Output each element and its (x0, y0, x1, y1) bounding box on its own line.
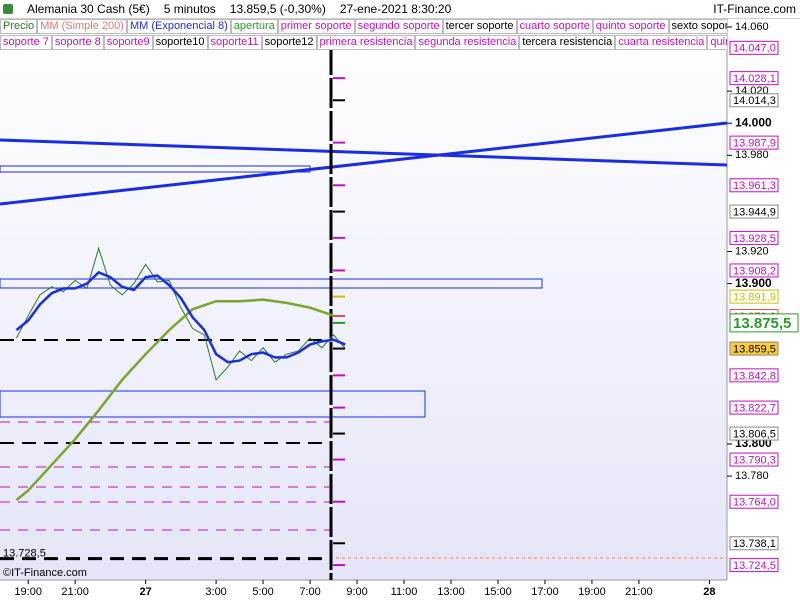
x-tick-label: 7:00 (299, 586, 320, 598)
x-tick-label: 21:00 (61, 586, 89, 598)
y-tick-label: 13.920 (735, 245, 769, 257)
legend-entry[interactable]: sexto soporte (668, 19, 727, 34)
series-line (15, 246, 346, 381)
level-label: 13.822,7 (733, 402, 776, 414)
level-label: 13.738,1 (733, 538, 776, 550)
level-label: 13.806,5 (733, 428, 776, 440)
series-line (15, 298, 334, 502)
series-line (15, 270, 346, 364)
level-label: 13.764,0 (733, 497, 776, 509)
x-tick-label: 15:00 (484, 586, 512, 598)
level-box (729, 368, 779, 383)
level-box (729, 263, 779, 278)
level-label: 13.859,5 (733, 343, 776, 355)
level-box (729, 426, 779, 441)
legend-entry[interactable]: MM (Exponencial 8) (126, 19, 231, 34)
legend-entry[interactable]: tercer soporte (442, 19, 517, 34)
level-box (729, 178, 779, 193)
level-label: 13.790,3 (733, 454, 776, 466)
level-box (729, 230, 779, 245)
trend-line (0, 138, 728, 167)
level-box (729, 71, 779, 86)
legend-entry[interactable]: quinto soporte (592, 19, 669, 34)
y-tick-label: 13.900 (735, 276, 772, 290)
instrument: Alemania 30 Cash (5€) (27, 2, 150, 16)
level-box (729, 313, 799, 333)
x-tick-label: 19:00 (14, 586, 42, 598)
level-label: 13.908,2 (733, 265, 776, 277)
legend-entry[interactable]: Precio (0, 19, 38, 34)
legend-entry[interactable]: cuarto soporte (516, 19, 593, 34)
level-label: 13.891,9 (733, 292, 776, 304)
x-tick-label: 17:00 (531, 586, 559, 598)
legend-row: soporte 7 soporte 8 soporte9 soporte10 sopor… (0, 35, 727, 50)
x-tick-label: 27 (140, 586, 152, 598)
level-box (729, 558, 779, 573)
legend-entry[interactable]: apertura (230, 19, 278, 34)
legend-entry[interactable]: tercera resistencia (519, 35, 616, 50)
level-box (729, 40, 779, 55)
header: Alemania 30 Cash (5€) 5 minutos 13.859,5 (… (0, 0, 800, 19)
x-tick-label: 21:00 (625, 586, 653, 598)
level-label: 13.944,9 (733, 206, 776, 218)
legend-entry[interactable]: soporte 8 (51, 35, 104, 50)
y-tick-label: 13.780 (735, 470, 769, 482)
level-label: 13.724,5 (733, 560, 776, 572)
plot-area (0, 18, 727, 580)
level-box (729, 204, 779, 219)
level-label: 13.928,5 (733, 233, 776, 245)
legend-entry[interactable]: soporte9 (103, 35, 153, 50)
level-box (729, 400, 779, 415)
legend-entry[interactable]: soporte11 (207, 35, 262, 50)
legend-row: Precio MM (Simple 200) MM (Exponencial 8) a… (0, 19, 727, 34)
level-box (729, 452, 779, 467)
level-label: 13.842,8 (733, 370, 776, 382)
level-label: 14.028,1 (733, 73, 776, 85)
zone-box (0, 390, 426, 418)
level-box (729, 135, 779, 150)
level-box (729, 289, 779, 304)
x-tick-label: 5:00 (252, 586, 273, 598)
level-label: 13.961,3 (733, 180, 776, 192)
legend-entry[interactable]: primer soporte (277, 19, 355, 34)
source: IT-Finance.com (713, 2, 796, 16)
level-label: 13.987,9 (733, 138, 776, 150)
copyright: ©IT-Finance.com (3, 567, 87, 579)
level-box (729, 341, 779, 356)
legend-entry[interactable]: segunda resistencia (415, 35, 520, 50)
x-tick-label: 28 (703, 586, 715, 598)
last-price: 13.859,5 (-0,30%) (229, 2, 326, 16)
y-tick-label: 13.980 (735, 149, 769, 161)
legend-entry[interactable]: MM (Simple 200) (37, 19, 127, 34)
interval: 5 minutos (163, 2, 216, 16)
x-tick-label: 19:00 (578, 586, 606, 598)
legend-entry[interactable]: soporte12 (261, 35, 317, 50)
legend-entry[interactable]: quinta resistencia (707, 35, 727, 50)
level-label: 13.875,5 (733, 315, 791, 332)
level-label: 14.047,0 (733, 43, 776, 55)
legend-entry[interactable]: primera resistencia (316, 35, 416, 50)
level-box (729, 494, 779, 509)
app-icon (3, 4, 13, 14)
timestamp: 27-ene-2021 8:30:20 (339, 2, 452, 16)
level-box (729, 536, 779, 551)
legend-entry[interactable]: soporte 7 (0, 35, 52, 50)
trend-line (0, 121, 728, 206)
x-tick-label: 13:00 (437, 586, 465, 598)
level-box (729, 93, 779, 108)
level-label: 13.728,5 (3, 548, 46, 560)
x-tick-label: 9:00 (346, 586, 367, 598)
x-tick-label: 3:00 (205, 586, 226, 598)
y-tick-label: 14.060 (735, 21, 769, 33)
legend-entry[interactable]: segundo soporte (354, 19, 443, 34)
legend-entry[interactable]: soporte10 (152, 35, 208, 50)
legend-entry[interactable]: cuarta resistencia (615, 35, 708, 50)
zone-box (0, 278, 543, 289)
y-tick-label: 14.000 (735, 115, 772, 129)
level-label: 14.014,3 (733, 95, 776, 107)
x-tick-label: 11:00 (391, 586, 418, 598)
